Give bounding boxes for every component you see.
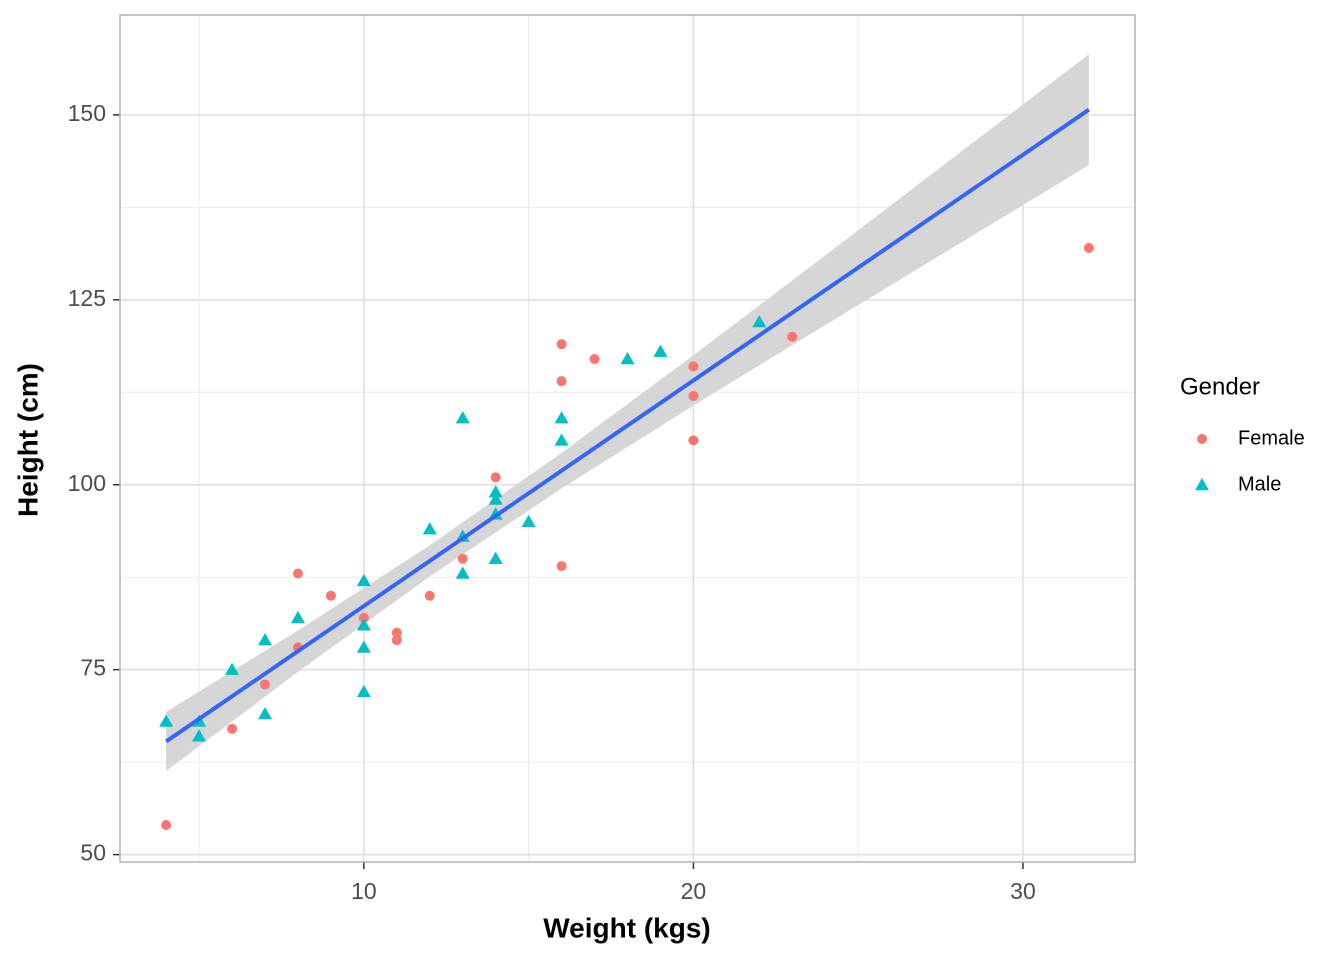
circle-point — [161, 820, 172, 831]
circle-point — [556, 376, 567, 387]
triangle-point — [554, 411, 569, 424]
circle-point — [490, 472, 501, 483]
triangle-point — [159, 714, 174, 727]
confidence-band — [166, 54, 1089, 772]
circle-point — [1083, 243, 1094, 254]
triangle-point — [356, 640, 371, 653]
y-tick-label: 75 — [80, 655, 106, 681]
circle-point — [260, 679, 270, 690]
x-tick-label: 10 — [351, 878, 377, 904]
triangle-point — [488, 551, 503, 564]
legend-label: Male — [1238, 473, 1281, 495]
x-axis-title: Weight (kgs) — [543, 912, 710, 943]
circle-point — [457, 553, 468, 564]
triangle-point — [455, 566, 470, 579]
legend-marker — [1197, 434, 1207, 444]
triangle-point — [258, 633, 272, 646]
y-tick-label: 50 — [80, 840, 106, 866]
triangle-point — [653, 344, 668, 357]
y-axis-title: Height (cm) — [12, 363, 43, 517]
y-tick-label: 150 — [68, 100, 106, 126]
triangle-point — [258, 707, 272, 720]
x-tick-label: 20 — [681, 878, 707, 904]
circle-point — [391, 627, 402, 638]
panel-border — [119, 14, 1136, 863]
triangle-point — [554, 433, 569, 446]
circle-point — [688, 390, 699, 401]
legend-title: Gender — [1180, 373, 1260, 400]
triangle-point — [192, 729, 207, 742]
legend-marker — [1195, 478, 1209, 491]
triangle-point — [225, 662, 240, 675]
triangle-point — [620, 351, 635, 365]
legend-label: Female — [1238, 427, 1305, 449]
triangle-point — [488, 492, 503, 505]
circle-point — [325, 590, 336, 601]
circle-point — [227, 723, 238, 734]
x-tick-label: 30 — [1010, 878, 1036, 904]
triangle-point — [488, 485, 503, 498]
y-tick-label: 100 — [68, 470, 106, 496]
circle-point — [787, 331, 798, 342]
circle-point — [556, 561, 567, 572]
circle-point — [688, 361, 699, 372]
circle-point — [358, 612, 369, 623]
circle-point — [688, 435, 699, 446]
triangle-point — [422, 522, 437, 535]
y-tick-label: 125 — [68, 285, 106, 311]
circle-point — [424, 590, 435, 601]
triangle-point — [356, 573, 371, 587]
circle-point — [556, 339, 567, 350]
triangle-point — [356, 618, 371, 631]
triangle-point — [455, 411, 470, 424]
circle-point — [589, 353, 600, 364]
circle-point — [292, 568, 303, 579]
triangle-point — [356, 684, 371, 698]
triangle-point — [521, 514, 536, 527]
triangle-point — [290, 610, 305, 624]
fit-line — [165, 108, 1090, 744]
triangle-point — [752, 314, 767, 328]
circle-point — [391, 635, 402, 646]
